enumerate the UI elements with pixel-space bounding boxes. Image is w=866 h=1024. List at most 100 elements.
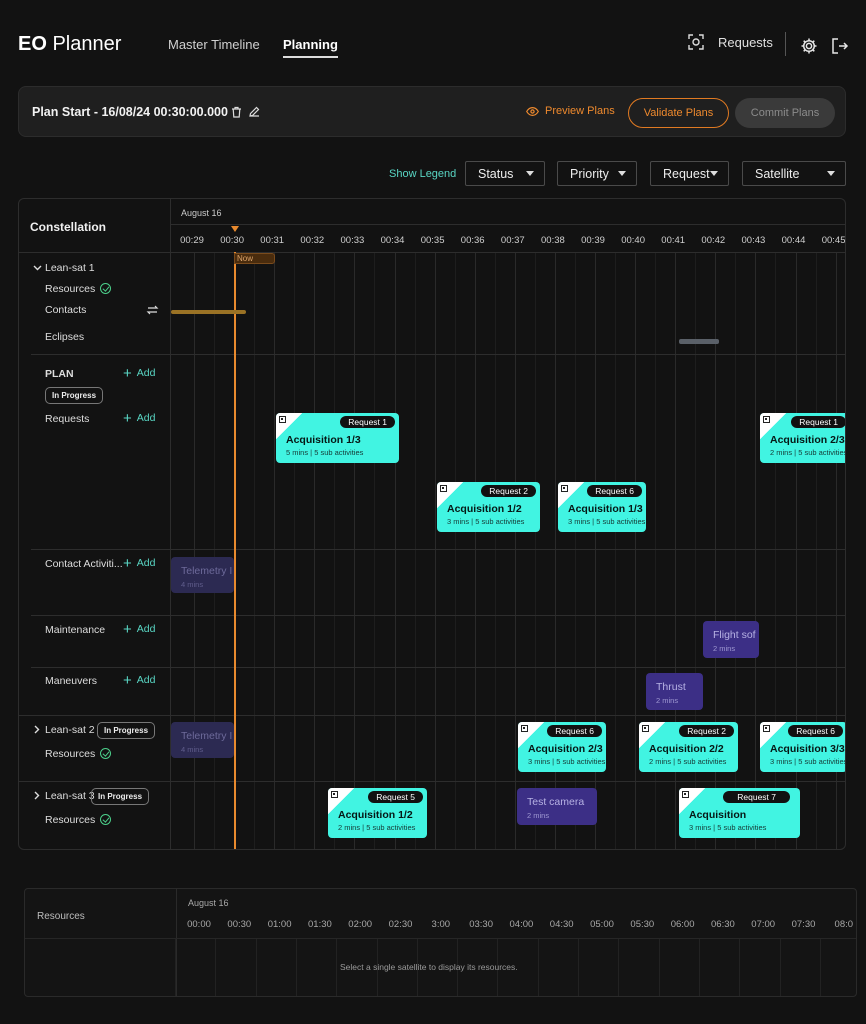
top-nav: EO Planner Master Timeline Planning Requ… — [0, 0, 866, 90]
sat1-name[interactable]: Lean-sat 1 — [45, 262, 95, 274]
grid-subline — [374, 253, 376, 849]
activity-block[interactable]: Flight sof 2 mins — [703, 621, 759, 658]
app-logo[interactable]: EO Planner — [18, 33, 122, 55]
resource-time-tick: 05:00 — [590, 919, 614, 930]
activity-block[interactable]: Test camera 2 mins — [517, 788, 597, 825]
request-filter[interactable]: Request — [650, 161, 729, 186]
logout-icon[interactable] — [831, 37, 849, 55]
resource-time-tick: 01:00 — [267, 919, 292, 930]
activity-block[interactable]: Thrust 2 mins — [646, 673, 703, 710]
qr-icon — [521, 725, 528, 732]
request-card[interactable]: Request 2 Acquisition 2/2 2 mins | 5 sub a… — [639, 722, 738, 772]
resource-time-tick: 3:00 — [431, 919, 451, 930]
grid-subline — [414, 253, 416, 849]
check-circle-icon — [100, 283, 112, 294]
resource-time-tick: 07:00 — [751, 919, 776, 930]
resource-grid-line — [739, 939, 741, 996]
sat1-resources: Resources — [45, 283, 112, 295]
request-card[interactable]: Request 6 Acquisition 2/3 3 mins | 5 sub a… — [518, 722, 606, 772]
sat2-status-badge: In Progress — [97, 722, 156, 739]
plus-icon: + — [123, 365, 132, 382]
add-request-button[interactable]: + Add — [123, 410, 156, 427]
time-tick-label: 00:45 — [821, 235, 846, 246]
add-maintenance-button[interactable]: + Add — [123, 621, 156, 638]
check-circle-icon — [100, 814, 112, 825]
resource-grid-line — [457, 939, 459, 996]
grid-line — [354, 253, 356, 849]
resource-time-tick: 00:00 — [187, 919, 211, 930]
constellation-title: Constellation — [30, 220, 107, 234]
resources-left-column: Resources — [25, 889, 177, 996]
request-card[interactable]: Request 6 Acquisition 1/3 3 mins | 5 sub a… — [558, 482, 646, 532]
grid-subline — [655, 253, 657, 849]
request-card[interactable]: Request 6 Acquisition 3/3 3 mins | 5 sub a… — [760, 722, 845, 772]
requests-nav-link[interactable]: Requests — [688, 34, 773, 50]
gear-icon[interactable] — [800, 37, 818, 55]
sat3-name[interactable]: Lean-sat 3 — [45, 790, 95, 802]
show-legend-link[interactable]: Show Legend — [389, 168, 457, 180]
edit-icon[interactable] — [249, 106, 260, 117]
sat2-name[interactable]: Lean-sat 2 — [45, 724, 95, 736]
grid-subline — [334, 253, 336, 849]
plan-label: PLAN — [45, 368, 74, 380]
satellite-filter[interactable]: Satellite — [742, 161, 846, 186]
tab-planning[interactable]: Planning — [283, 37, 338, 58]
chevron-down-icon — [827, 171, 835, 176]
chevron-right-icon[interactable] — [34, 725, 40, 734]
trash-icon[interactable] — [231, 106, 242, 118]
resource-grid-line — [537, 939, 539, 996]
qr-icon — [642, 725, 649, 732]
grid-line — [795, 253, 797, 849]
timeline-date: August 16 — [181, 208, 222, 218]
grid-line — [715, 253, 717, 849]
add-plan-button[interactable]: + Add — [123, 365, 156, 382]
validate-plans-button[interactable]: Validate Plans — [628, 98, 729, 128]
resource-time-tick: 04:30 — [549, 919, 574, 930]
plan-start-text: Plan Start - 16/08/24 00:30:00.000 — [32, 105, 228, 119]
grid-line — [274, 253, 276, 849]
request-card[interactable]: Request 5 Acquisition 1/2 2 mins | 5 sub a… — [328, 788, 427, 838]
preview-plans-button[interactable]: Preview Plans — [526, 105, 615, 117]
priority-filter[interactable]: Priority — [557, 161, 637, 186]
time-tick-label: 00:43 — [741, 235, 766, 246]
grid-subline — [695, 253, 697, 849]
resource-grid-line — [658, 939, 660, 996]
grid-line — [554, 253, 556, 849]
now-marker-icon — [231, 226, 239, 232]
resources-panel: Resources August 16 00:00 00:30 01:00 01:30… — [24, 888, 857, 997]
chevron-right-icon[interactable] — [34, 791, 40, 800]
gantt-chart: Constellation August 16 00:29 00:30 00:31 0… — [18, 198, 846, 850]
grid-subline — [775, 253, 777, 849]
grid-line — [474, 253, 476, 849]
request-card[interactable]: Request 1 Acquisition 2/3 2 mins | 5 sub a… — [760, 413, 845, 463]
chevron-down-icon[interactable] — [33, 265, 42, 271]
add-maneuver-button[interactable]: + Add — [123, 672, 156, 689]
grid-subline — [815, 253, 817, 849]
grid-subline — [534, 253, 536, 849]
time-tick-label: 00:29 — [180, 235, 204, 246]
contact-activities-label: Contact Activiti... — [45, 558, 123, 570]
resource-time-tick: 04:00 — [509, 919, 534, 930]
qr-icon — [279, 416, 286, 423]
status-filter[interactable]: Status — [465, 161, 545, 186]
sat1-contacts: Contacts — [45, 304, 87, 316]
requests-row-label: Requests — [45, 413, 90, 425]
request-card[interactable]: Request 1 Acquisition 1/3 5 mins | 5 sub a… — [276, 413, 399, 463]
commit-plans-button[interactable]: Commit Plans — [735, 98, 835, 128]
time-tick-label: 00:33 — [340, 235, 365, 246]
request-card[interactable]: Request 2 Acquisition 1/2 3 mins | 5 sub a… — [437, 482, 540, 532]
requests-label: Requests — [718, 34, 773, 50]
eclipse-bar[interactable] — [679, 339, 719, 344]
swap-icon[interactable] — [146, 304, 159, 316]
time-tick-label: 00:42 — [701, 235, 726, 246]
plus-icon: + — [123, 410, 132, 427]
grid-subline — [254, 253, 256, 849]
plus-icon: + — [123, 555, 132, 572]
contact-window-bar[interactable] — [171, 310, 246, 314]
add-contact-activity-button[interactable]: + Add — [123, 555, 156, 572]
tab-master-timeline[interactable]: Master Timeline — [168, 37, 260, 52]
request-card[interactable]: Request 7 Acquisition 3 mins | 5 sub activ… — [679, 788, 800, 838]
grid-line — [394, 253, 396, 849]
